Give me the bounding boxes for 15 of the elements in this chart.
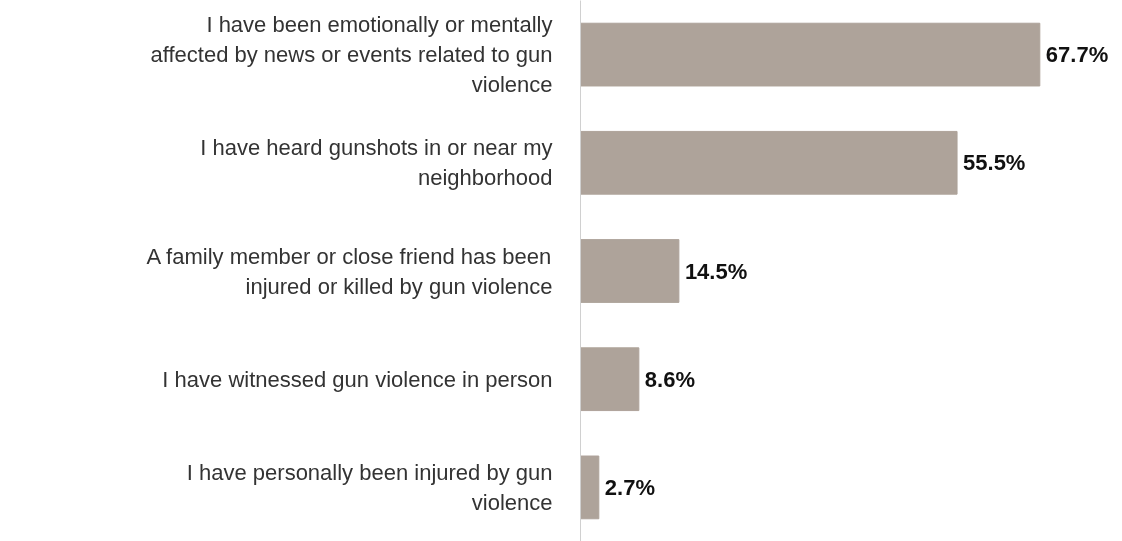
bar (580, 347, 640, 412)
bar (580, 22, 1041, 87)
y-tick-label: I have heard gunshots in or near my neighborhood (200, 135, 553, 191)
data-label: 2.7% (604, 474, 655, 500)
data-label: 8.6% (644, 366, 695, 392)
y-tick-label: I have personally been injured by gun violence (186, 459, 553, 515)
bar (580, 130, 958, 195)
y-tick-label: A family member or close friend has been injured or killed by gun violence (146, 243, 553, 299)
data-label: 55.5% (963, 150, 1026, 176)
y-tick-label: I have witnessed gun violence in person (162, 366, 553, 392)
bar (580, 455, 600, 520)
data-label: 14.5% (684, 258, 748, 284)
bar (580, 239, 680, 303)
data-label: 67.7% (1045, 42, 1109, 68)
y-tick-label: I have been emotionally or mentally affected by news or events related to gun violence (150, 12, 553, 98)
